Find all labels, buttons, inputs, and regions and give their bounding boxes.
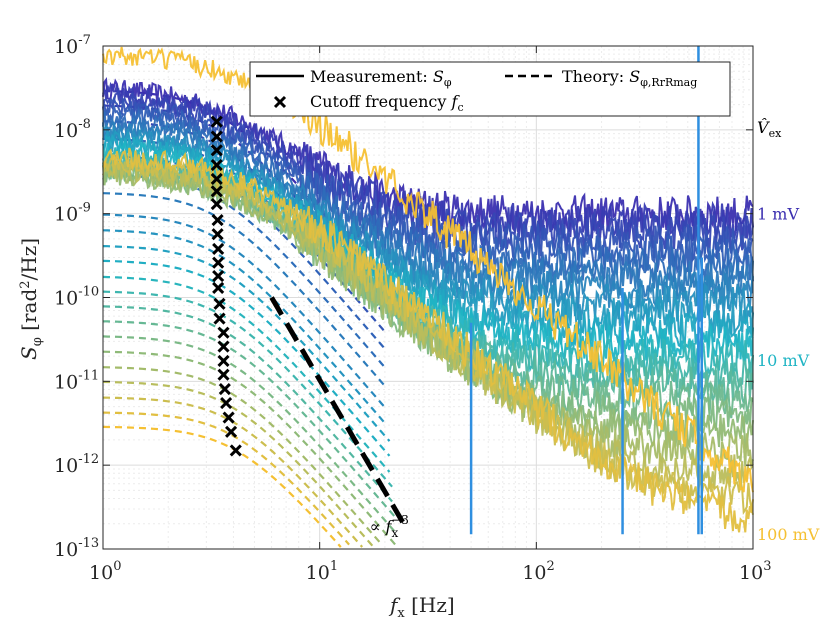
theory-curve — [102, 245, 391, 442]
amplitude-label: 10 mV — [757, 351, 810, 370]
y-tick-label: 10-8 — [54, 117, 91, 142]
cutoff-marker — [212, 242, 225, 255]
measurement-curve — [102, 46, 754, 493]
slope-reference — [269, 296, 409, 529]
theory-curve — [102, 320, 396, 518]
y-tick-label: 10-13 — [54, 536, 99, 561]
legend-theory-label: Theory: Sφ,RrRmag — [562, 67, 697, 89]
cutoff-marker — [212, 281, 225, 295]
theory-curve — [102, 305, 393, 503]
cutoff-marker — [222, 411, 235, 424]
x-tick-label: 100 — [89, 559, 121, 584]
spike-lines — [469, 46, 703, 535]
cutoff-marker — [210, 144, 223, 157]
cutoff-marker — [217, 368, 230, 381]
theory-curve — [102, 366, 384, 547]
theory-curve — [102, 259, 391, 457]
cutoff-marker — [225, 425, 238, 438]
legend-measurement-label: Measurement: Sφ — [310, 67, 452, 89]
theory-curve — [102, 411, 350, 546]
amplitude-label: 100 mV — [757, 525, 820, 544]
cutoff-marker — [213, 297, 226, 310]
cutoff-marker — [210, 159, 223, 172]
legend-cutoff-label: Cutoff frequency fc — [310, 92, 464, 114]
theory-curve — [102, 380, 376, 550]
x-axis-label: fx [Hz] — [388, 593, 455, 621]
theory-curve — [102, 335, 396, 533]
legend-cutoff-marker — [273, 95, 287, 109]
cutoff-marker — [217, 354, 230, 368]
cutoff-marker — [210, 130, 223, 143]
y-tick-label: 10-10 — [54, 285, 99, 310]
cutoff-marker — [217, 326, 230, 339]
slope-reference-line — [269, 296, 409, 529]
cutoff-marker — [220, 397, 233, 410]
theory-curve — [102, 290, 393, 488]
y-axis-label: Sφ [rad2/Hz] — [17, 238, 45, 360]
cutoff-marker — [210, 172, 223, 185]
cutoff-marker — [210, 185, 223, 198]
y-tick-label: 10-12 — [54, 452, 99, 477]
amplitude-labels: 1 mV 10 mV 100 mV — [757, 205, 820, 545]
theory-curve — [102, 425, 342, 548]
cutoff-marker — [212, 256, 225, 269]
cutoff-marker — [218, 382, 231, 396]
cutoff-marker — [211, 228, 224, 241]
x-tick-label: 103 — [739, 559, 771, 584]
cutoff-marker — [217, 340, 230, 353]
y-tick-label: 10-9 — [54, 201, 91, 226]
cutoff-marker — [212, 270, 225, 283]
legend-box — [249, 61, 731, 117]
cutoff-marker — [210, 115, 223, 128]
cutoff-marker — [229, 444, 242, 457]
legend: Measurement: Sφ Theory: Sφ,RrRmag Cutoff… — [249, 61, 731, 117]
slope-annotation: ∝ fx−3 — [370, 513, 409, 540]
theory-curve — [102, 350, 399, 548]
cutoff-marker — [211, 213, 224, 227]
x-tick-label: 101 — [306, 559, 338, 584]
amplitude-title: V̂ex — [757, 118, 782, 140]
measurement-curve — [102, 147, 754, 533]
cutoff-markers — [210, 115, 242, 457]
y-tick-label: 10-11 — [54, 368, 99, 393]
cutoff-marker — [213, 312, 226, 325]
x-tick-label: 102 — [522, 559, 554, 584]
axis-ticks: 100 101 102 103 10-13 10-12 10-11 10-10 10-9 10-8… — [54, 33, 771, 584]
y-tick-label: 10-7 — [54, 33, 91, 58]
cutoff-marker — [210, 198, 223, 211]
amplitude-label: 1 mV — [757, 205, 799, 224]
